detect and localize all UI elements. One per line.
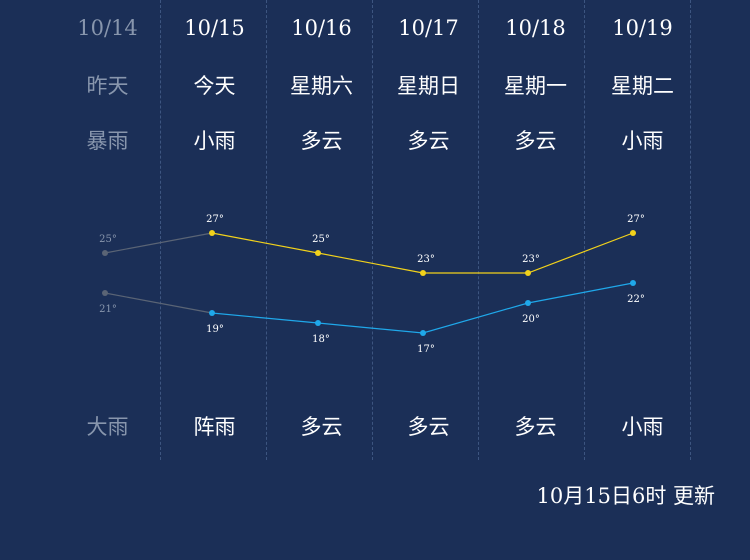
day-date: 10/16 [291, 16, 352, 40]
column-divider [266, 0, 267, 460]
update-timestamp: 10月15日6时 更新 [536, 484, 715, 508]
high-temp-label: 27° [627, 214, 645, 225]
low-temp-line [211, 282, 634, 334]
high-temp-label: 25° [312, 234, 330, 245]
night-weather: 阵雨 [193, 415, 236, 439]
low-temp-point [630, 280, 636, 286]
column-divider [584, 0, 585, 460]
low-temp-label: 19° [206, 324, 224, 335]
day-weather: 多云 [514, 129, 557, 153]
low-temp-label: 17° [417, 344, 435, 355]
night-weather: 多云 [514, 415, 557, 439]
day-column: 10/16 星期六 多云 多云 [268, 0, 375, 460]
day-weather: 小雨 [193, 129, 236, 153]
day-date: 10/14 [77, 16, 138, 40]
day-date: 10/19 [612, 16, 673, 40]
high-temp-point [102, 250, 108, 256]
day-weekday: 星期六 [290, 74, 353, 98]
column-divider [690, 0, 691, 460]
low-temp-point [102, 290, 108, 296]
high-temp-point [525, 270, 531, 276]
day-column: 10/17 星期日 多云 多云 [375, 0, 482, 460]
column-divider [478, 0, 479, 460]
high-temp-label: 25° [99, 234, 117, 245]
day-weekday: 昨天 [86, 74, 129, 98]
low-temp-line-past [104, 292, 213, 314]
high-temp-line-past [104, 232, 213, 254]
day-column-yesterday: 10/14 昨天 暴雨 大雨 [54, 0, 161, 460]
night-weather: 小雨 [621, 415, 664, 439]
column-divider [372, 0, 373, 460]
day-date: 10/15 [184, 16, 245, 40]
low-temp-point [209, 310, 215, 316]
high-temp-point [315, 250, 321, 256]
day-weekday: 今天 [193, 74, 236, 98]
high-temp-label: 23° [522, 254, 540, 265]
day-weekday: 星期日 [397, 74, 460, 98]
day-weather: 小雨 [621, 129, 664, 153]
high-temp-point [209, 230, 215, 236]
high-temp-point [630, 230, 636, 236]
high-temp-point [420, 270, 426, 276]
day-weather: 多云 [300, 129, 343, 153]
low-temp-label: 20° [522, 314, 540, 325]
night-weather: 大雨 [86, 415, 129, 439]
high-temp-label: 23° [417, 254, 435, 265]
day-column-today: 10/15 今天 小雨 阵雨 [161, 0, 268, 460]
column-divider [160, 0, 161, 460]
day-weather: 暴雨 [86, 129, 129, 153]
day-column: 10/19 星期二 小雨 小雨 [589, 0, 696, 460]
low-temp-label: 18° [312, 334, 330, 345]
night-weather: 多云 [407, 415, 450, 439]
low-temp-point [525, 300, 531, 306]
low-temp-point [315, 320, 321, 326]
day-date: 10/18 [505, 16, 566, 40]
day-column: 10/18 星期一 多云 多云 [482, 0, 589, 460]
night-weather: 多云 [300, 415, 343, 439]
low-temp-label: 21° [99, 304, 117, 315]
high-temp-label: 27° [206, 214, 224, 225]
day-date: 10/17 [398, 16, 459, 40]
day-weekday: 星期二 [611, 74, 674, 98]
day-weather: 多云 [407, 129, 450, 153]
high-temp-line [211, 232, 634, 274]
low-temp-label: 22° [627, 294, 645, 305]
low-temp-point [420, 330, 426, 336]
day-weekday: 星期一 [504, 74, 567, 98]
